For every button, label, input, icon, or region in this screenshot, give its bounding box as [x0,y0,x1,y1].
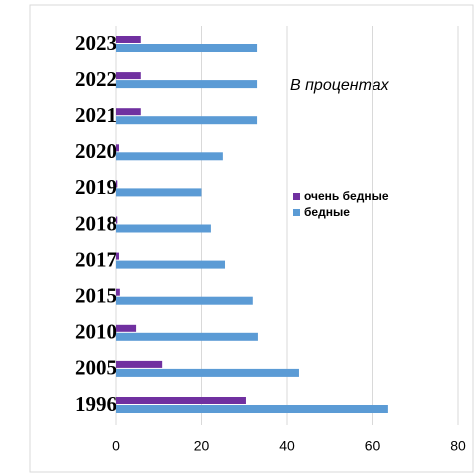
bar [116,360,163,368]
y-tick-label: 2020 [75,139,117,163]
chart-frame [29,4,474,473]
bar [116,296,253,305]
bar [116,144,119,152]
x-tick-label: 80 [450,438,466,454]
bar [116,44,258,52]
bar [116,252,119,260]
bar [116,152,223,161]
annotation: В процентах [290,77,390,94]
bar [116,324,137,332]
bar [116,116,258,125]
legend-swatch [293,209,300,216]
y-tick-label: 2023 [75,31,117,55]
y-tick-label: 2005 [75,356,117,380]
legend-label: очень бедные [304,189,389,203]
y-tick-label: 1996 [75,392,117,416]
bar [116,180,118,188]
bar [116,216,118,224]
bar [116,108,141,116]
bar [116,188,202,197]
y-tick-label: 2010 [75,320,117,344]
bar [116,224,211,233]
y-tick-label: 2017 [75,247,117,271]
bar [116,260,226,269]
bar [116,405,388,413]
bar [116,332,258,341]
legend-swatch [293,193,300,200]
bar [116,80,258,89]
legend-label: бедные [304,205,350,219]
bar [116,368,299,377]
x-tick-label: 0 [112,438,120,454]
x-tick-label: 40 [279,438,295,454]
y-tick-label: 2019 [75,175,117,199]
bar [116,72,141,80]
y-tick-label: 2021 [75,103,117,127]
bar [116,36,141,43]
bar [116,397,246,404]
y-tick-label: 2022 [75,67,117,91]
x-tick-label: 20 [194,438,210,454]
bar [116,288,120,296]
x-tick-label: 60 [365,438,381,454]
y-tick-label: 2015 [75,284,117,308]
y-tick-label: 2018 [75,211,117,235]
